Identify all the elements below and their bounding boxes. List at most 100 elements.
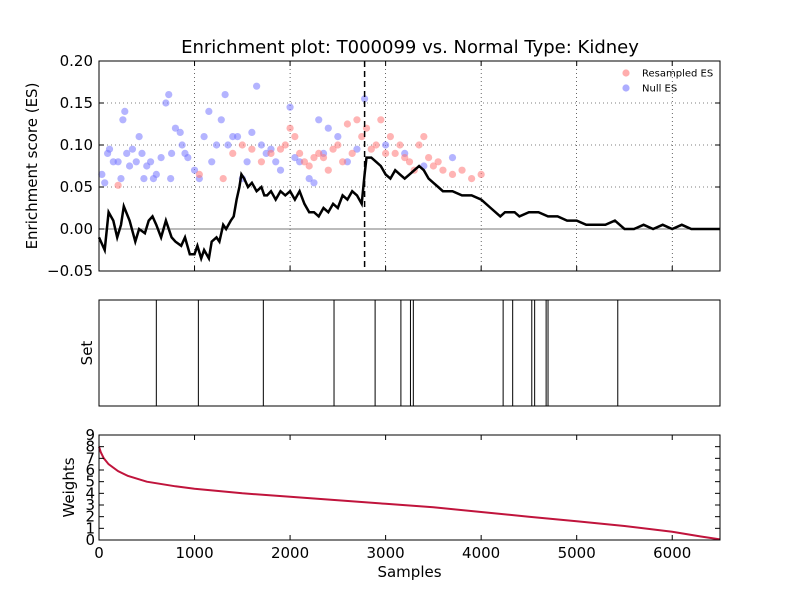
null-es-point <box>310 179 318 187</box>
resampled-es-point <box>339 158 347 166</box>
ytick-label: 7 <box>85 449 95 467</box>
null-es-point <box>360 95 369 103</box>
resampled-es-point <box>448 170 457 178</box>
null-es-point <box>157 154 165 162</box>
null-es-point <box>123 149 131 157</box>
resampled-es-point <box>391 149 399 157</box>
null-es-point <box>315 116 323 124</box>
es-curve <box>97 156 720 263</box>
ytick-label: 9 <box>85 426 95 444</box>
legend: Resampled ES Null ES <box>622 69 713 95</box>
null-es-point <box>221 91 229 99</box>
xtick-label: 3000 <box>367 544 405 562</box>
weights-xlabel: Samples <box>377 563 441 581</box>
legend-label: Resampled ES <box>642 69 713 80</box>
ytick-label: 0.05 <box>60 178 93 196</box>
resampled-es-point <box>329 145 337 153</box>
resampled-es-point <box>367 145 375 153</box>
resampled-es-point <box>477 170 485 178</box>
resampled-es-point <box>377 116 385 124</box>
xtick-label: 1000 <box>175 544 213 562</box>
null-es-point <box>125 162 134 170</box>
resampled-es-point <box>315 149 323 157</box>
resampled-es-point <box>319 154 328 162</box>
resampled-es-point <box>281 141 289 149</box>
resampled-es-point <box>420 133 428 141</box>
null-es-point <box>105 145 114 153</box>
null-es-point <box>176 128 184 136</box>
null-es-point <box>305 175 313 183</box>
resampled-es-point <box>458 166 466 174</box>
ytick-label: 0.10 <box>60 136 93 154</box>
ytick-label: 5 <box>85 473 95 491</box>
set-ylabel: Set <box>78 341 96 366</box>
resampled-es-point <box>324 166 332 174</box>
resampled-es-point <box>310 154 318 162</box>
resampled-es-point <box>439 166 447 174</box>
null-es-point <box>117 175 125 183</box>
ytick-label: −0.05 <box>47 262 93 280</box>
null-es-point <box>200 133 208 141</box>
null-es-point <box>448 154 457 162</box>
null-es-point <box>135 133 143 141</box>
xtick-label: 6000 <box>653 544 691 562</box>
resampled-es-point <box>425 154 433 162</box>
null-es-point <box>190 166 199 174</box>
resampled-es-point <box>358 133 366 141</box>
resampled-es-point <box>401 154 409 162</box>
null-es-point <box>217 116 225 124</box>
xtick-label: 4000 <box>462 544 500 562</box>
resampled-es-point <box>195 170 203 178</box>
ytick-label: 0.20 <box>60 52 93 70</box>
xtick-label: 5000 <box>558 544 596 562</box>
null-es-point <box>233 133 242 141</box>
null-es-point <box>248 128 256 136</box>
weights-ylabel: Weights <box>60 457 78 517</box>
ytick-label: 4 <box>85 484 95 502</box>
null-es-point <box>165 91 173 99</box>
resampled-es-point <box>238 141 246 149</box>
null-es-point <box>286 103 294 111</box>
chart-title: Enrichment plot: T000099 vs. Normal Type… <box>181 37 639 58</box>
xtick-label: 0 <box>94 544 104 562</box>
null-es-point <box>334 133 342 141</box>
ytick-label: 0.15 <box>60 94 93 112</box>
resampled-es-point <box>248 145 256 153</box>
legend-marker <box>622 84 630 92</box>
null-es-point <box>114 158 122 166</box>
null-es-point <box>212 141 221 149</box>
null-es-point <box>178 141 186 149</box>
legend-label: Null ES <box>642 84 677 95</box>
null-es-point <box>205 107 213 115</box>
null-es-point <box>224 141 232 149</box>
resampled-es-point <box>305 162 313 170</box>
null-es-point <box>208 158 216 166</box>
null-es-point <box>98 170 106 178</box>
resampled-es-point <box>405 158 414 166</box>
set-barcode <box>155 300 619 406</box>
resampled-es-point <box>372 141 380 149</box>
resampled-es-point <box>291 133 299 141</box>
resampled-es-point <box>334 141 342 149</box>
null-es-point <box>119 116 127 124</box>
null-es-points <box>98 82 457 187</box>
null-es-point <box>101 179 109 187</box>
weights-frame <box>98 434 721 541</box>
enrichment-yticks: −0.05 0.00 0.05 0.10 0.15 0.20 <box>47 52 720 280</box>
resampled-es-point <box>296 149 304 157</box>
resampled-es-point <box>468 175 476 183</box>
resampled-es-point <box>348 149 356 157</box>
resampled-es-point <box>353 116 361 124</box>
null-es-point <box>128 145 137 153</box>
null-es-point <box>353 145 361 153</box>
weights-curve <box>98 446 721 541</box>
ytick-label: 8 <box>85 438 95 456</box>
resampled-es-point <box>267 149 275 157</box>
null-es-point <box>382 141 390 149</box>
set-frame <box>98 299 721 407</box>
resampled-es-point <box>219 175 227 183</box>
null-es-point <box>291 154 299 162</box>
